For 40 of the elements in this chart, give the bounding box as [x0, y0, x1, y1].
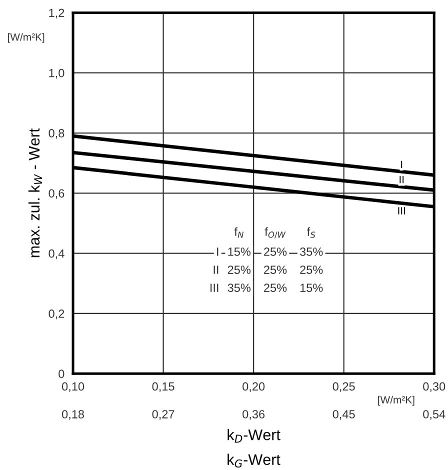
- annotation: 25%: [264, 284, 287, 292]
- y-tick-label: 0,4: [48, 249, 64, 260]
- x2-tick-label: 0,54: [423, 410, 446, 420]
- y-axis-title: max. zul. k$_{W}$ - Wert: [28, 128, 42, 258]
- annotation: f$_{O/W}$: [264, 227, 286, 238]
- x2-axis-title: k$_{G}$-Wert: [228, 454, 280, 468]
- x-axis-title: k$_{D}$-Wert: [228, 429, 280, 443]
- x-tick-label: 0,15: [152, 382, 174, 392]
- y-tick-label: 1,2: [49, 8, 64, 18]
- annotation: f$_{N}$: [234, 227, 244, 238]
- x-tick-label: 0,25: [332, 382, 355, 392]
- x2-tick-label: 0,36: [242, 410, 265, 420]
- annotation: 15%: [300, 284, 323, 292]
- x-tick-label: 0,30: [423, 382, 446, 392]
- annotation: 25%: [300, 266, 323, 274]
- series-label: III: [398, 207, 405, 214]
- y-tick-label: 0,8: [48, 129, 64, 139]
- annotation: f$_{S}$: [307, 227, 316, 238]
- y-tick-label: 1,0: [49, 68, 64, 79]
- x-tick-label: 0,10: [62, 382, 84, 392]
- x2-tick-label: 0,18: [62, 410, 84, 420]
- series-label: I: [401, 160, 402, 168]
- y-tick-label: 0: [58, 370, 64, 378]
- x2-tick-label: 0,27: [152, 410, 174, 420]
- x-tick-label: 0,20: [242, 382, 265, 392]
- annotation: II: [214, 266, 218, 274]
- series-label: II: [400, 176, 404, 184]
- annotation: III: [210, 284, 218, 292]
- x2-tick-label: 0,45: [332, 410, 355, 420]
- annotation: 35%: [228, 284, 251, 292]
- annotation: 25%: [264, 266, 287, 274]
- annotation: 25%: [264, 248, 287, 256]
- text: [W/m²K]: [378, 396, 414, 406]
- annotation: 35%: [300, 248, 323, 256]
- y-tick-label: 0,6: [48, 189, 64, 199]
- annotation: 25%: [228, 266, 251, 274]
- annotation: I: [217, 248, 218, 256]
- y-tick-label: 0,2: [48, 310, 64, 320]
- annotation: 15%: [228, 248, 251, 256]
- text: [W/m²K]: [8, 33, 44, 43]
